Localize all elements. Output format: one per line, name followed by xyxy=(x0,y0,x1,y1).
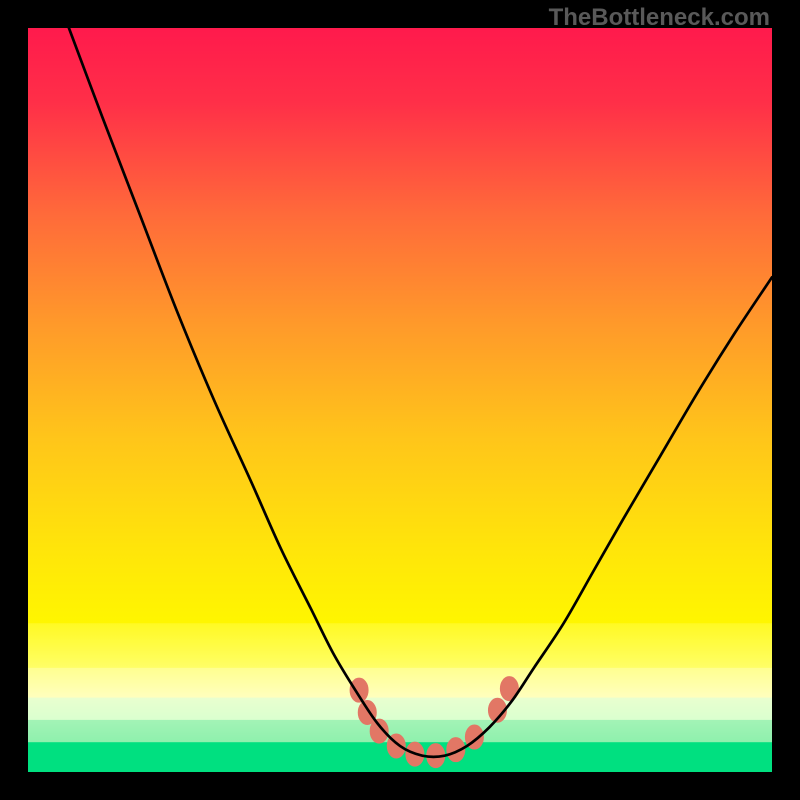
gradient-band xyxy=(28,623,772,668)
chart-frame: TheBottleneck.com xyxy=(0,0,800,800)
plot-svg xyxy=(28,28,772,772)
bottleneck-marker xyxy=(358,700,376,724)
gradient-band xyxy=(28,698,772,720)
gradient-band xyxy=(28,668,772,698)
watermark-text: TheBottleneck.com xyxy=(549,4,770,32)
plot-area xyxy=(28,28,772,772)
